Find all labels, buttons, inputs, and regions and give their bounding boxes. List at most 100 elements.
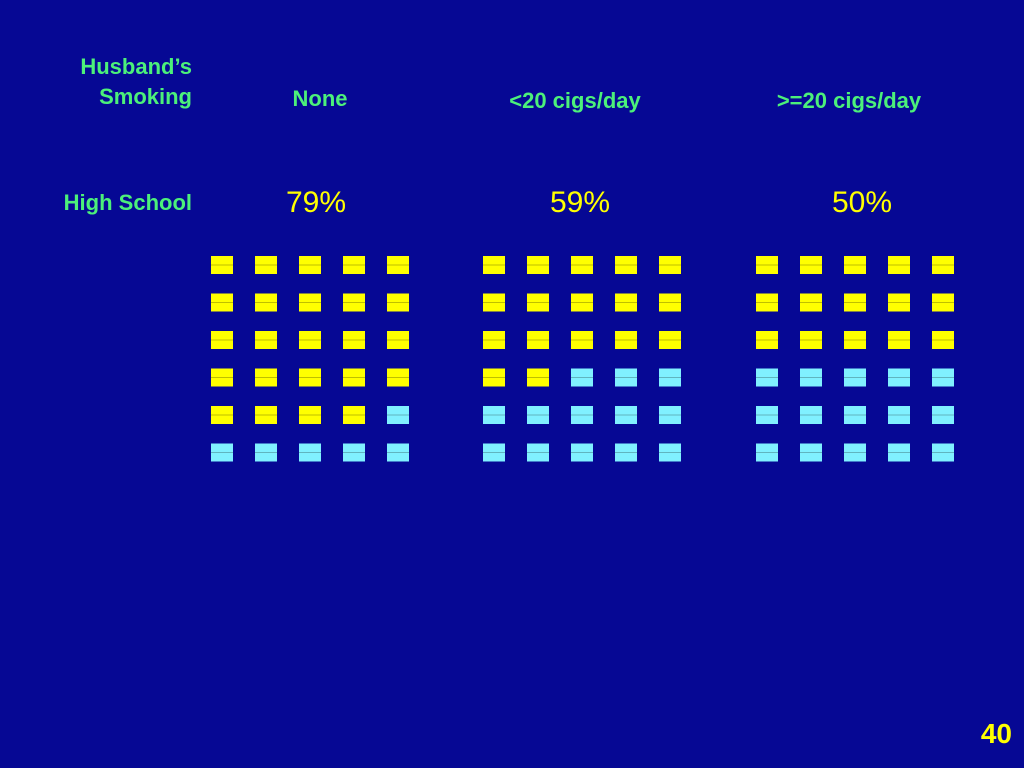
waffle-cell-filled [299, 406, 321, 424]
waffle-cell-filled [211, 293, 233, 312]
waffle-cell-empty [800, 368, 822, 387]
waffle-cell-filled [888, 331, 910, 349]
waffle-cell-filled [483, 368, 505, 387]
waffle-cell-filled [343, 406, 365, 424]
waffle-cell-empty [756, 368, 778, 387]
waffle-cell-filled [659, 256, 681, 274]
waffle-cell-filled [299, 293, 321, 312]
waffle-cell-empty [932, 368, 954, 387]
waffle-cell-filled [299, 331, 321, 349]
value-label-lt20: 59% [549, 186, 611, 219]
waffle-grid-none [211, 256, 409, 462]
category-label-none: None [292, 86, 348, 111]
waffle-cell-filled [800, 331, 822, 349]
waffle-cell-filled [211, 368, 233, 387]
waffle-cell-empty [659, 406, 681, 424]
waffle-cell-filled [800, 293, 822, 312]
waffle-cell-filled [255, 406, 277, 424]
waffle-cell-empty [483, 443, 505, 462]
waffle-cell-empty [255, 443, 277, 462]
waffle-cell-filled [615, 331, 637, 349]
waffle-cell-filled [387, 293, 409, 312]
waffle-cell-filled [387, 256, 409, 274]
waffle-cell-filled [527, 331, 549, 349]
category-label-lt20: <20 cigs/day [509, 88, 641, 113]
waffle-cell-empty [387, 443, 409, 462]
waffle-cell-filled [571, 331, 593, 349]
waffle-cell-filled [527, 293, 549, 312]
waffle-cell-filled [343, 331, 365, 349]
waffle-cell-empty [888, 368, 910, 387]
waffle-cell-filled [932, 293, 954, 312]
waffle-cell-empty [800, 406, 822, 424]
value-label-gte20: 50% [831, 186, 893, 219]
waffle-cell-filled [571, 256, 593, 274]
waffle-cell-filled [343, 293, 365, 312]
waffle-cell-filled [756, 293, 778, 312]
waffle-grid-gte20 [756, 256, 954, 462]
waffle-cell-empty [387, 406, 409, 424]
waffle-cell-empty [844, 406, 866, 424]
waffle-cell-filled [343, 256, 365, 274]
waffle-cell-empty [888, 406, 910, 424]
waffle-cell-filled [211, 331, 233, 349]
waffle-grid-lt20 [483, 256, 681, 462]
waffle-cell-filled [483, 331, 505, 349]
waffle-cell-filled [888, 293, 910, 312]
waffle-cell-empty [615, 406, 637, 424]
category-label-gte20: >=20 cigs/day [776, 88, 922, 113]
column-header-title-line1: Husband’s [80, 54, 192, 79]
waffle-cell-empty [527, 406, 549, 424]
page-number: 40 [980, 718, 1012, 749]
waffle-cell-empty [659, 443, 681, 462]
waffle-cell-filled [571, 293, 593, 312]
waffle-cell-filled [844, 256, 866, 274]
waffle-cell-filled [387, 331, 409, 349]
waffle-cell-filled [659, 331, 681, 349]
waffle-cell-filled [932, 331, 954, 349]
waffle-cell-filled [387, 368, 409, 387]
waffle-cell-empty [483, 406, 505, 424]
waffle-cell-empty [932, 406, 954, 424]
waffle-cell-filled [483, 256, 505, 274]
waffle-cell-filled [844, 331, 866, 349]
waffle-cell-empty [571, 368, 593, 387]
waffle-cell-empty [571, 406, 593, 424]
waffle-cell-filled [756, 331, 778, 349]
waffle-cell-empty [299, 443, 321, 462]
waffle-cell-filled [211, 406, 233, 424]
waffle-cell-filled [800, 256, 822, 274]
waffle-cell-empty [343, 443, 365, 462]
waffle-cell-filled [527, 368, 549, 387]
waffle-cell-filled [527, 256, 549, 274]
waffle-cell-filled [483, 293, 505, 312]
waffle-cell-empty [756, 406, 778, 424]
waffle-cell-filled [255, 293, 277, 312]
waffle-cell-filled [255, 368, 277, 387]
column-header-title: Husband’s Smoking [80, 52, 192, 112]
waffle-cell-empty [615, 443, 637, 462]
waffle-cell-filled [299, 368, 321, 387]
waffle-cell-filled [615, 256, 637, 274]
waffle-cell-empty [527, 443, 549, 462]
waffle-cell-filled [888, 256, 910, 274]
waffle-cell-empty [844, 443, 866, 462]
waffle-cell-filled [255, 331, 277, 349]
waffle-cell-filled [615, 293, 637, 312]
waffle-cell-empty [571, 443, 593, 462]
value-label-none: 79% [285, 186, 347, 219]
waffle-cell-filled [211, 256, 233, 274]
waffle-cell-filled [343, 368, 365, 387]
waffle-cell-filled [299, 256, 321, 274]
waffle-cell-filled [255, 256, 277, 274]
waffle-cell-empty [844, 368, 866, 387]
waffle-cell-empty [756, 443, 778, 462]
waffle-cell-filled [756, 256, 778, 274]
waffle-cell-empty [932, 443, 954, 462]
waffle-cell-empty [659, 368, 681, 387]
waffle-cell-filled [659, 293, 681, 312]
waffle-cell-empty [888, 443, 910, 462]
waffle-cell-empty [211, 443, 233, 462]
column-header-title-line2: Smoking [99, 84, 192, 109]
